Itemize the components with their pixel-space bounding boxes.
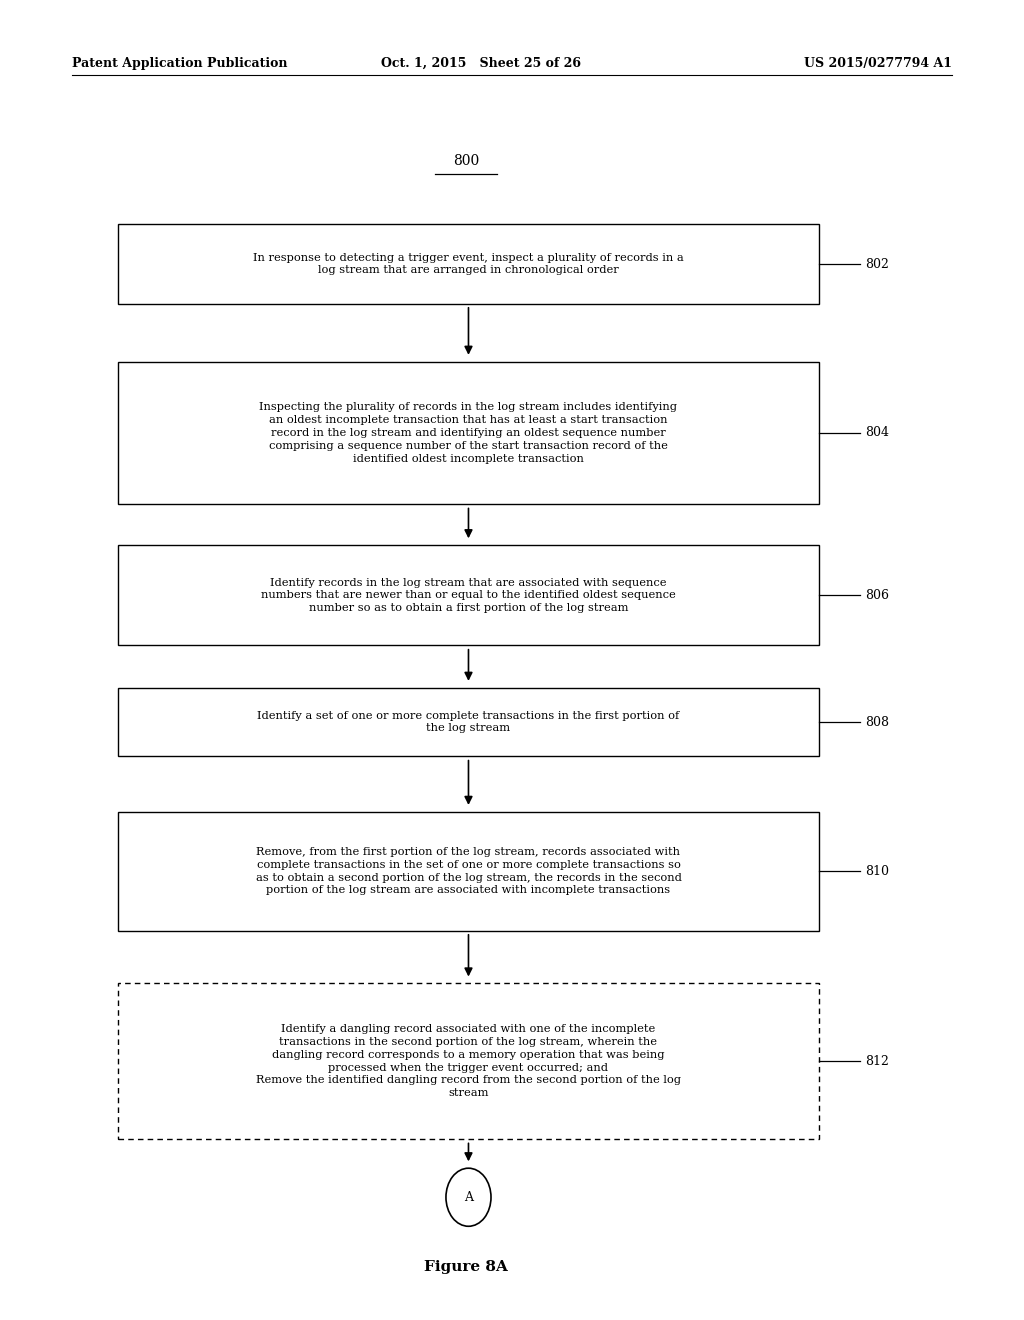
Text: 804: 804 xyxy=(865,426,889,440)
FancyBboxPatch shape xyxy=(118,812,819,931)
FancyBboxPatch shape xyxy=(118,983,819,1139)
FancyBboxPatch shape xyxy=(118,545,819,645)
Text: Oct. 1, 2015   Sheet 25 of 26: Oct. 1, 2015 Sheet 25 of 26 xyxy=(381,57,582,70)
Text: A: A xyxy=(464,1191,473,1204)
Text: 810: 810 xyxy=(865,865,889,878)
FancyBboxPatch shape xyxy=(118,688,819,756)
FancyBboxPatch shape xyxy=(118,224,819,304)
Text: 812: 812 xyxy=(865,1055,889,1068)
Text: Inspecting the plurality of records in the log stream includes identifying
an ol: Inspecting the plurality of records in t… xyxy=(259,403,678,463)
Text: 802: 802 xyxy=(865,257,889,271)
Text: Identify records in the log stream that are associated with sequence
numbers tha: Identify records in the log stream that … xyxy=(261,578,676,612)
Text: Identify a set of one or more complete transactions in the first portion of
the : Identify a set of one or more complete t… xyxy=(257,710,680,734)
FancyBboxPatch shape xyxy=(118,362,819,504)
Text: Patent Application Publication: Patent Application Publication xyxy=(72,57,287,70)
Circle shape xyxy=(446,1168,492,1226)
Text: 806: 806 xyxy=(865,589,889,602)
Text: Remove, from the first portion of the log stream, records associated with
comple: Remove, from the first portion of the lo… xyxy=(256,847,681,895)
Text: Identify a dangling record associated with one of the incomplete
transactions in: Identify a dangling record associated wi… xyxy=(256,1024,681,1098)
Text: Figure 8A: Figure 8A xyxy=(424,1261,508,1274)
Text: In response to detecting a trigger event, inspect a plurality of records in a
lo: In response to detecting a trigger event… xyxy=(253,252,684,276)
Text: US 2015/0277794 A1: US 2015/0277794 A1 xyxy=(804,57,952,70)
Text: 808: 808 xyxy=(865,715,889,729)
Text: 800: 800 xyxy=(453,154,479,168)
